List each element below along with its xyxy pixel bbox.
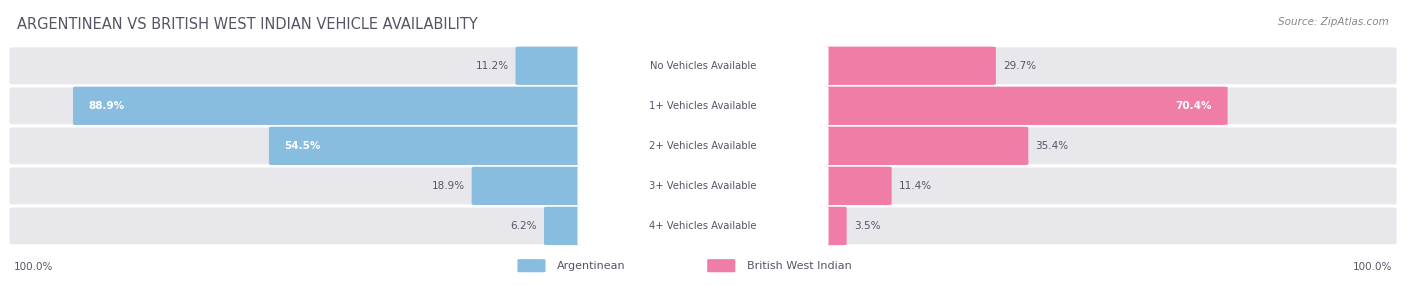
Text: 4+ Vehicles Available: 4+ Vehicles Available: [650, 221, 756, 231]
FancyBboxPatch shape: [578, 206, 828, 245]
FancyBboxPatch shape: [8, 206, 1398, 245]
FancyBboxPatch shape: [8, 166, 1398, 205]
FancyBboxPatch shape: [8, 86, 1398, 125]
FancyBboxPatch shape: [707, 259, 735, 272]
Text: Argentinean: Argentinean: [557, 261, 626, 271]
FancyBboxPatch shape: [516, 47, 588, 85]
Text: 6.2%: 6.2%: [510, 221, 537, 231]
Text: 3+ Vehicles Available: 3+ Vehicles Available: [650, 181, 756, 191]
Text: 88.9%: 88.9%: [89, 101, 125, 111]
FancyBboxPatch shape: [578, 86, 828, 125]
Text: 54.5%: 54.5%: [284, 141, 321, 151]
FancyBboxPatch shape: [818, 167, 891, 205]
Text: No Vehicles Available: No Vehicles Available: [650, 61, 756, 71]
FancyBboxPatch shape: [517, 259, 546, 272]
Text: Source: ZipAtlas.com: Source: ZipAtlas.com: [1278, 17, 1389, 27]
Text: 29.7%: 29.7%: [1002, 61, 1036, 71]
Text: 100.0%: 100.0%: [1353, 262, 1392, 272]
Text: 70.4%: 70.4%: [1175, 101, 1212, 111]
Text: 100.0%: 100.0%: [14, 262, 53, 272]
Text: 18.9%: 18.9%: [432, 181, 464, 191]
Text: 35.4%: 35.4%: [1035, 141, 1069, 151]
FancyBboxPatch shape: [269, 127, 588, 165]
FancyBboxPatch shape: [578, 46, 828, 85]
FancyBboxPatch shape: [8, 46, 1398, 85]
FancyBboxPatch shape: [818, 87, 1227, 125]
FancyBboxPatch shape: [544, 207, 588, 245]
FancyBboxPatch shape: [578, 166, 828, 205]
FancyBboxPatch shape: [8, 126, 1398, 165]
Text: British West Indian: British West Indian: [747, 261, 852, 271]
FancyBboxPatch shape: [471, 167, 588, 205]
FancyBboxPatch shape: [578, 126, 828, 165]
Text: ARGENTINEAN VS BRITISH WEST INDIAN VEHICLE AVAILABILITY: ARGENTINEAN VS BRITISH WEST INDIAN VEHIC…: [17, 17, 478, 32]
FancyBboxPatch shape: [818, 127, 1028, 165]
FancyBboxPatch shape: [818, 47, 995, 85]
Text: 2+ Vehicles Available: 2+ Vehicles Available: [650, 141, 756, 151]
Text: 1+ Vehicles Available: 1+ Vehicles Available: [650, 101, 756, 111]
Text: 3.5%: 3.5%: [853, 221, 880, 231]
FancyBboxPatch shape: [818, 207, 846, 245]
Text: 11.4%: 11.4%: [898, 181, 932, 191]
Text: 11.2%: 11.2%: [475, 61, 509, 71]
FancyBboxPatch shape: [73, 87, 588, 125]
